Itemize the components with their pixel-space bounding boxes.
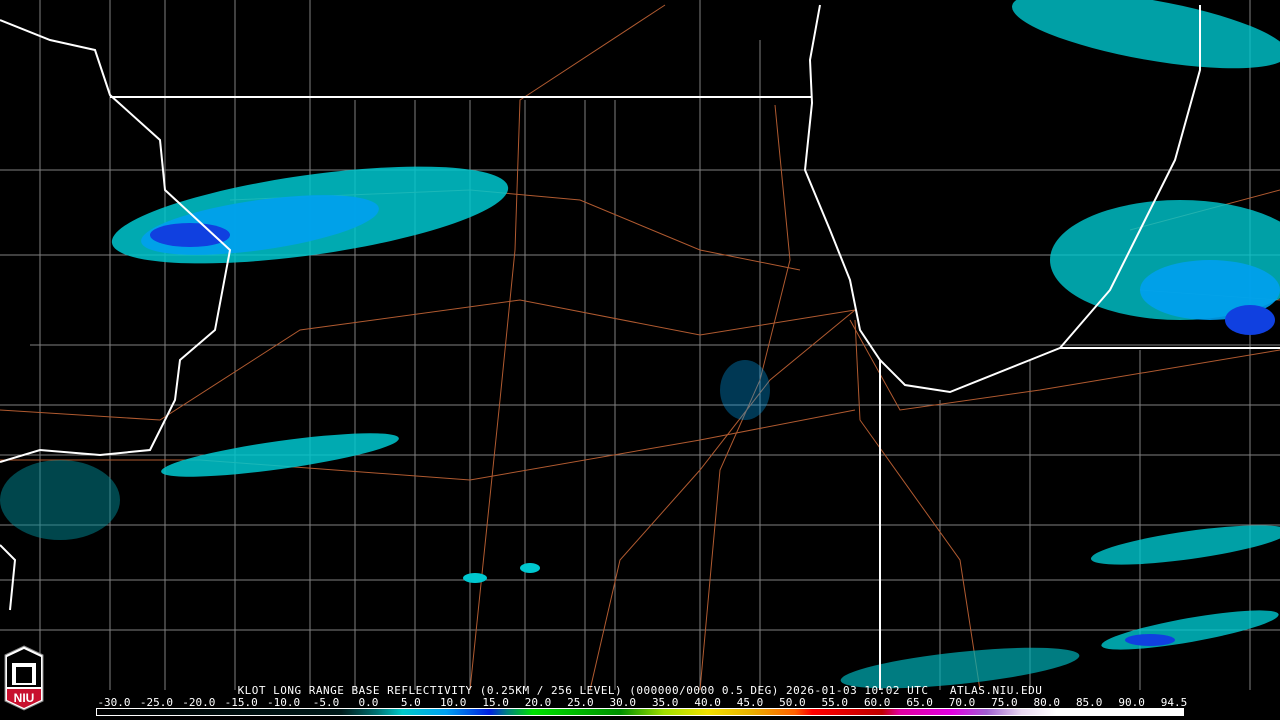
colorbar-label: 65.0: [906, 696, 933, 709]
colorbar-label: 15.0: [482, 696, 509, 709]
colorbar-label: -10.0: [267, 696, 301, 709]
colorbar-label: -15.0: [224, 696, 258, 709]
product-title: KLOT LONG RANGE BASE REFLECTIVITY (0.25K…: [237, 684, 1043, 697]
colorbar-label: 90.0: [1118, 696, 1145, 709]
colorbar-label: 85.0: [1075, 696, 1103, 709]
logo-text: NIU: [14, 691, 35, 705]
colorbar-label: 5.0: [400, 696, 421, 709]
colorbar-label: -30.0: [97, 696, 131, 709]
radar-map[interactable]: [0, 0, 1280, 690]
county-lines: [0, 0, 1280, 690]
colorbar-label: 60.0: [863, 696, 891, 709]
colorbar: [96, 708, 1184, 716]
colorbar-label: 75.0: [991, 696, 1018, 709]
colorbar-label: 94.5: [1160, 696, 1188, 709]
colorbar-labels: -30.0 -25.0 -20.0 -15.0 -10.0 -5.0 0.0 5.0 10.0 1…: [92, 696, 1196, 709]
colorbar-label: 50.0: [779, 696, 806, 709]
colorbar-label: 40.0: [694, 696, 721, 709]
colorbar-label: 80.0: [1033, 696, 1061, 709]
niu-logo: NIU: [4, 645, 44, 711]
colorbar-label: 35.0: [651, 696, 679, 709]
colorbar-label: -25.0: [139, 696, 173, 709]
colorbar-label: 30.0: [609, 696, 637, 709]
colorbar-label: 45.0: [736, 696, 764, 709]
colorbar-label: 20.0: [524, 696, 552, 709]
colorbar-label: -20.0: [182, 696, 216, 709]
colorbar-label: 10.0: [439, 696, 467, 709]
radar-echoes: [0, 0, 1280, 689]
colorbar-label: 25.0: [567, 696, 594, 709]
colorbar-label: -5.0: [312, 696, 340, 709]
state-lines: [0, 4, 1280, 690]
colorbar-label: 0.0: [358, 696, 379, 709]
colorbar-label: 70.0: [948, 696, 976, 709]
colorbar-label: 55.0: [821, 696, 849, 709]
